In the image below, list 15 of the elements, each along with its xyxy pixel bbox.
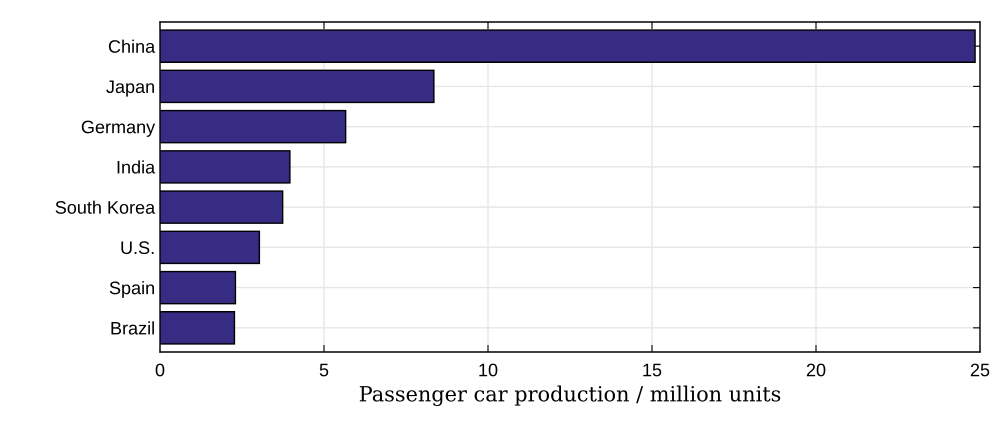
y-tick-label: Germany <box>82 120 156 137</box>
y-tick-label: Japan <box>106 80 154 97</box>
x-tick-label: 10 <box>479 364 498 376</box>
x-axis-title: Passenger car production / million units <box>360 386 780 406</box>
y-tick-label: South Korea <box>56 200 156 214</box>
x-tick-label: 0 <box>156 364 164 376</box>
x-tick-label: 20 <box>806 364 826 376</box>
x-tick-label: 5 <box>320 364 328 376</box>
x-tick-label: 25 <box>970 364 990 376</box>
y-tick-label: Spain <box>110 281 154 298</box>
y-tick-label: U.S. <box>121 241 154 254</box>
y-tick-label: China <box>108 40 156 53</box>
y-tick-label: India <box>118 160 156 174</box>
x-tick-label: 15 <box>643 364 662 376</box>
y-tick-label: Brazil <box>111 321 154 335</box>
